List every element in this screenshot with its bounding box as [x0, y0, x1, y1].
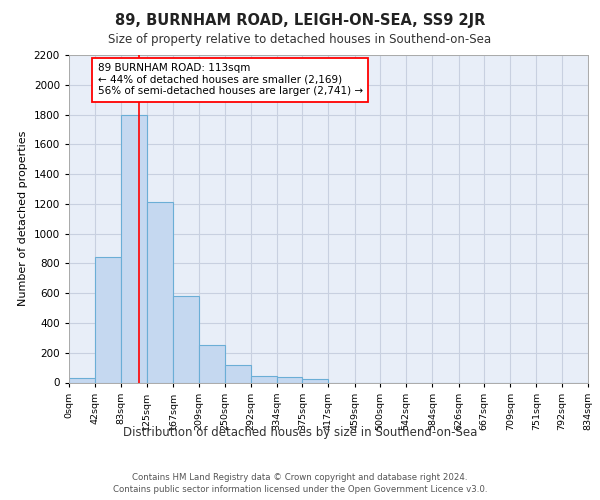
Bar [251, 376, 277, 382]
Bar [121, 114, 147, 382]
Bar [302, 379, 329, 382]
Y-axis label: Number of detached properties: Number of detached properties [18, 131, 28, 306]
Bar [147, 202, 173, 382]
Bar [173, 296, 199, 382]
Bar [199, 344, 224, 383]
Bar [224, 366, 251, 382]
Bar [69, 378, 95, 382]
Bar [95, 258, 121, 382]
Text: 89 BURNHAM ROAD: 113sqm
← 44% of detached houses are smaller (2,169)
56% of semi: 89 BURNHAM ROAD: 113sqm ← 44% of detache… [98, 63, 362, 96]
Text: 89, BURNHAM ROAD, LEIGH-ON-SEA, SS9 2JR: 89, BURNHAM ROAD, LEIGH-ON-SEA, SS9 2JR [115, 12, 485, 28]
Text: Distribution of detached houses by size in Southend-on-Sea: Distribution of detached houses by size … [123, 426, 477, 439]
Text: Size of property relative to detached houses in Southend-on-Sea: Size of property relative to detached ho… [109, 32, 491, 46]
Text: Contains HM Land Registry data © Crown copyright and database right 2024.: Contains HM Land Registry data © Crown c… [132, 472, 468, 482]
Bar [277, 378, 302, 382]
Text: Contains public sector information licensed under the Open Government Licence v3: Contains public sector information licen… [113, 485, 487, 494]
